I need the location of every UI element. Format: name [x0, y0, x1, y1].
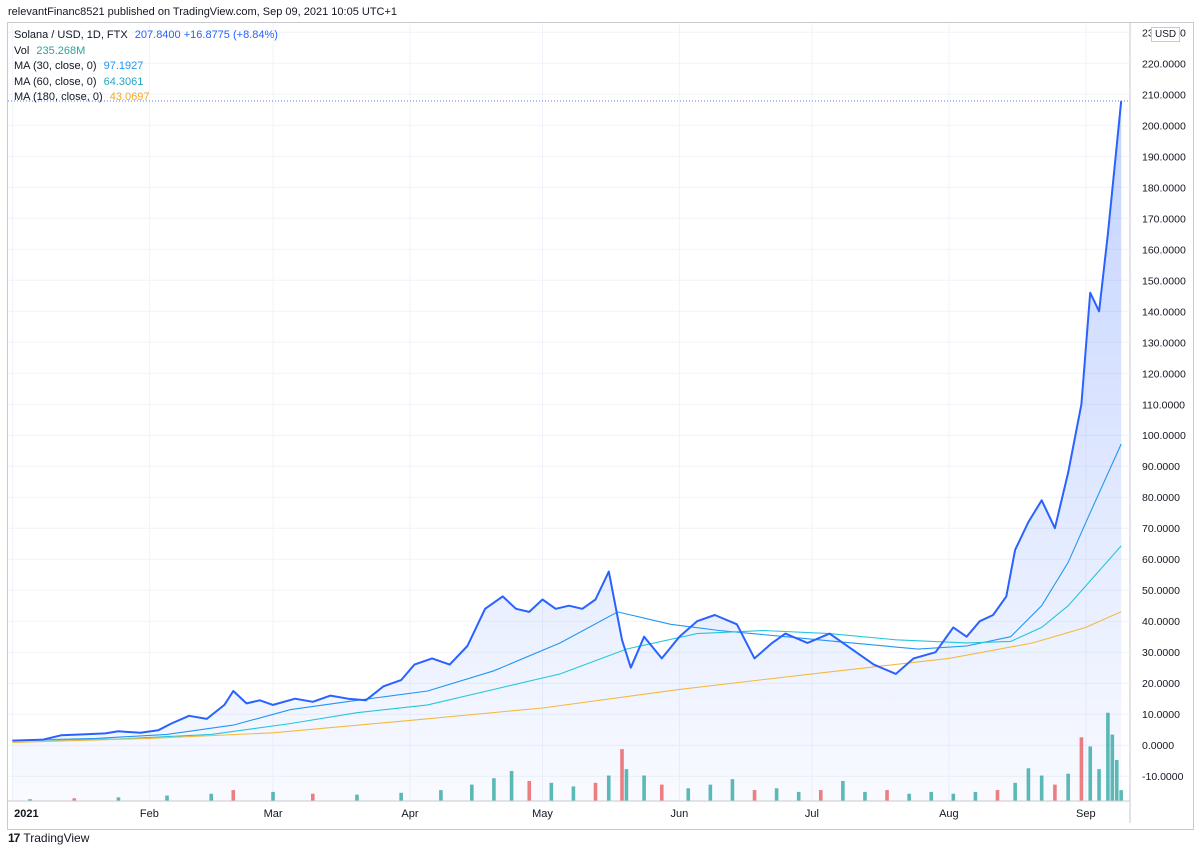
y-tick-label: 20.0000: [1142, 678, 1180, 690]
y-axis[interactable]: 230.0000220.0000210.0000200.0000190.0000…: [1129, 23, 1186, 823]
legend-vol-value: 235.268M: [36, 44, 86, 57]
x-tick-label: 2021: [14, 808, 38, 820]
y-tick-label: 180.0000: [1142, 182, 1186, 194]
y-tick-label: 140.0000: [1142, 306, 1186, 318]
legend-change: +16.8775 (+8.84%): [183, 29, 278, 41]
y-tick-label: 200.0000: [1142, 120, 1186, 132]
y-tick-label: 30.0000: [1142, 647, 1180, 659]
y-tick-label: 130.0000: [1142, 337, 1186, 349]
x-tick-label: Jul: [805, 808, 819, 820]
legend-symbol: Solana / USD, 1D, FTX: [14, 29, 128, 41]
y-tick-label: 220.0000: [1142, 58, 1186, 70]
legend-row-ma180[interactable]: MA (180, close, 0) 43.0697: [14, 90, 278, 106]
tradingview-logo-icon: 17: [8, 831, 20, 845]
moving-averages: [12, 443, 1122, 743]
y-tick-label: 210.0000: [1142, 89, 1186, 101]
y-tick-label: 10.0000: [1142, 709, 1180, 721]
x-axis[interactable]: 2021 Feb Mar Apr May Jun Jul Aug Sep: [8, 800, 1130, 820]
price-line-group: [8, 100, 1130, 742]
y-tick-label: 70.0000: [1142, 523, 1180, 535]
y-tick-label: 170.0000: [1142, 213, 1186, 225]
footer-brand-name: TradingView: [23, 831, 90, 845]
legend-row-ma30[interactable]: MA (30, close, 0) 97.1927: [14, 59, 278, 75]
legend-ma180-label: MA (180, close, 0): [14, 91, 103, 103]
y-tick-label: 90.0000: [1142, 461, 1180, 473]
legend-vol-label: Vol: [14, 44, 30, 57]
chart-frame[interactable]: [7, 22, 1194, 830]
legend-ma180-value: 43.0697: [109, 91, 150, 103]
y-tick-label: 110.0000: [1142, 399, 1185, 411]
x-tick-label: Sep: [1076, 808, 1096, 820]
y-tick-label: 0.0000: [1142, 740, 1174, 752]
ma180-line: [12, 611, 1122, 743]
legend-row-symbol[interactable]: Solana / USD, 1D, FTX 207.8400 +16.8775 …: [14, 28, 278, 44]
y-tick-label: 120.0000: [1142, 368, 1186, 380]
currency-badge[interactable]: USD: [1151, 27, 1181, 42]
y-tick-label: 80.0000: [1142, 492, 1180, 504]
y-tick-label: 50.0000: [1142, 585, 1180, 597]
legend-row-vol[interactable]: Vol 235.268M: [14, 44, 278, 60]
legend-ma30-value: 97.1927: [103, 60, 144, 72]
x-tick-label: May: [532, 808, 553, 820]
y-tick-label: 100.0000: [1142, 430, 1186, 442]
ma60-line: [12, 545, 1122, 742]
footer-brand[interactable]: 17 TradingView: [8, 831, 89, 845]
price-line: [12, 100, 1123, 742]
legend-price: 207.8400: [134, 29, 181, 41]
publish-attribution: relevantFinanc8521 published on TradingV…: [8, 6, 398, 18]
y-tick-label: -10.0000: [1142, 771, 1184, 783]
legend-row-ma60[interactable]: MA (60, close, 0) 64.3061: [14, 75, 278, 91]
legend-ma30-label: MA (30, close, 0): [14, 60, 97, 72]
price-area: [12, 101, 1122, 801]
x-tick-label: Aug: [939, 808, 959, 820]
price-area-fill: [12, 101, 1122, 801]
y-tick-label: 60.0000: [1142, 554, 1180, 566]
x-tick-label: Jun: [671, 808, 689, 820]
y-tick-label: 40.0000: [1142, 616, 1180, 628]
legend-ma60-value: 64.3061: [103, 75, 144, 88]
y-tick-label: 150.0000: [1142, 275, 1186, 287]
legend-ma60-label: MA (60, close, 0): [14, 75, 97, 88]
y-tick-label: 190.0000: [1142, 151, 1186, 163]
ma30-line: [12, 443, 1122, 742]
y-tick-label: 160.0000: [1142, 244, 1186, 256]
x-tick-label: Mar: [264, 808, 283, 820]
x-tick-label: Apr: [401, 808, 418, 820]
chart-legend: Solana / USD, 1D, FTX 207.8400 +16.8775 …: [14, 28, 278, 106]
x-tick-label: Feb: [140, 808, 159, 820]
